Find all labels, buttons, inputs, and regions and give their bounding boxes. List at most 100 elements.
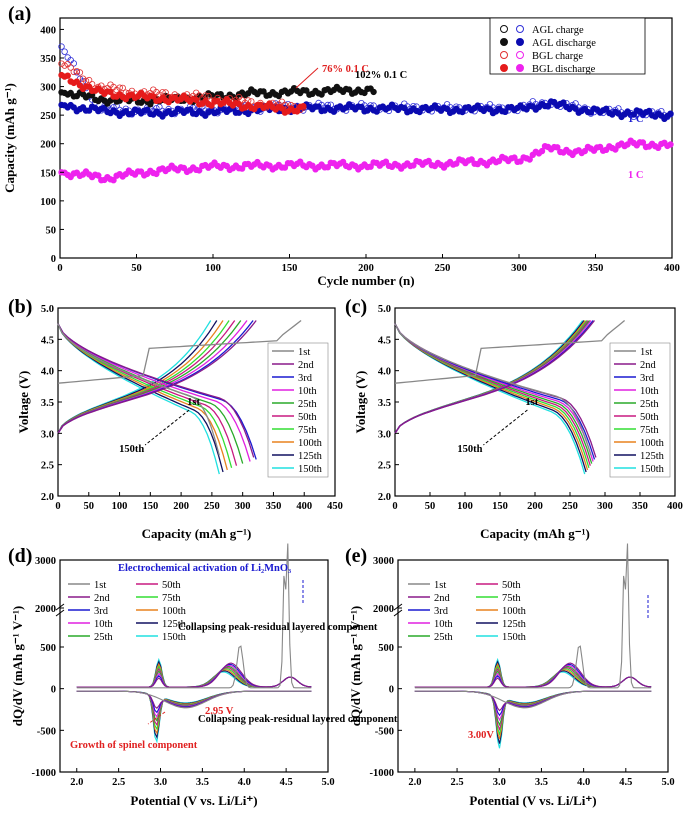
panel-a-point bbox=[186, 106, 194, 113]
panel-a-point bbox=[76, 69, 84, 76]
panel-e-charge-curve-8 bbox=[414, 662, 652, 688]
panel-a-point bbox=[192, 96, 200, 104]
panel-c-xtick-label: 300 bbox=[597, 501, 613, 512]
panel-d-legend-label: 3rd bbox=[94, 606, 109, 617]
panel-a-point bbox=[235, 100, 243, 108]
panel-a-point bbox=[101, 104, 108, 111]
panel-e-legend-label: 75th bbox=[502, 593, 521, 604]
panel-c-charge-curve-2 bbox=[394, 320, 596, 434]
panel-e-charge-curve-6 bbox=[414, 667, 652, 688]
panel-c-legend-label: 125th bbox=[640, 451, 665, 462]
panel-c-xlabel: Capacity (mAh g⁻¹) bbox=[480, 526, 590, 541]
panel-b-xtick-label: 300 bbox=[235, 501, 251, 512]
panel-a-point bbox=[67, 64, 74, 71]
panel-b-ylabel: Voltage (V) bbox=[16, 371, 31, 434]
panel-a-legend-marker bbox=[500, 64, 508, 72]
panel-e-ytick-label: -500 bbox=[375, 726, 394, 737]
panel-a-legend-label: AGL discharge bbox=[532, 38, 596, 49]
panel-d-ytick-label: 0 bbox=[51, 685, 56, 696]
panel-c-ytick-label: 2.0 bbox=[378, 492, 391, 503]
panel-a-annotation: 1 C bbox=[628, 170, 643, 181]
panel-b-annotation: 150th bbox=[119, 444, 144, 455]
panel-e-discharge-curve-7 bbox=[414, 690, 652, 737]
panel-e-ytick-label: -1000 bbox=[370, 768, 395, 779]
panel-c-xtick-label: 400 bbox=[667, 501, 683, 512]
panel-b-xtick-label: 0 bbox=[55, 501, 60, 512]
panel-c-ytick-label: 3.0 bbox=[378, 429, 391, 440]
panel-b-discharge-curve-2 bbox=[57, 323, 255, 458]
panel-e-axis-break bbox=[393, 603, 403, 611]
panel-c-discharge-curve-9 bbox=[394, 323, 587, 473]
panel-a-point bbox=[639, 139, 647, 146]
panel-e-discharge-curve-1 bbox=[414, 690, 652, 709]
panel-a-point bbox=[511, 154, 518, 161]
panel-a-point bbox=[116, 84, 123, 91]
panel-e-legend-label: 3rd bbox=[434, 606, 449, 617]
panel-a-point bbox=[410, 162, 417, 169]
panel-b-legend-label: 10th bbox=[298, 386, 317, 397]
panel-a-annotation: 1 C bbox=[628, 114, 643, 125]
panel-e-legend-label: 150th bbox=[502, 632, 527, 643]
panel-b-legend-label: 75th bbox=[298, 425, 317, 436]
panel-a-point bbox=[119, 84, 126, 92]
panel-a-legend-box bbox=[489, 17, 646, 75]
panel-e-charge-curve-3 bbox=[414, 663, 652, 688]
panel-d-charge-curve-2 bbox=[76, 662, 312, 688]
panel-a-label: (a) bbox=[8, 3, 31, 25]
panel-d-legend-label: 150th bbox=[162, 632, 187, 643]
panel-c-legend-label: 25th bbox=[640, 399, 659, 410]
panel-d-discharge-curve-8 bbox=[76, 690, 312, 735]
panel-a-legend-marker bbox=[500, 38, 508, 46]
panel-b-discharge-curve-8 bbox=[57, 323, 228, 471]
panel-d-label: (d) bbox=[8, 545, 32, 567]
panel-d-xtick-label: 4.0 bbox=[238, 777, 251, 788]
panel-e-discharge-curve-9 bbox=[414, 690, 652, 744]
panel-c-charge-curve-1 bbox=[394, 319, 626, 384]
panel-d-legend-label: 1st bbox=[94, 580, 106, 591]
panel-e-xtick-label: 3.0 bbox=[493, 777, 506, 788]
panel-c-annotation: 150th bbox=[457, 444, 482, 455]
panel-a-legend-marker bbox=[516, 51, 524, 59]
panel-e-legend-label: 100th bbox=[502, 606, 527, 617]
panel-e-annotation: 3.00V bbox=[468, 730, 494, 741]
panel-c-legend-label: 3rd bbox=[640, 373, 655, 384]
panel-b-discharge-curve-1 bbox=[57, 323, 220, 456]
panel-d-charge-curve-3 bbox=[76, 663, 312, 688]
panel-e-label: (e) bbox=[345, 545, 367, 567]
panel-e-xtick-label: 2.0 bbox=[408, 777, 421, 788]
panel-b-annotation: 1st bbox=[187, 397, 200, 408]
panel-c-ylabel: Voltage (V) bbox=[353, 371, 368, 434]
panel-b-ytick-label: 2.0 bbox=[41, 492, 54, 503]
panel-c-xtick-label: 0 bbox=[392, 501, 397, 512]
panel-b-xtick-label: 200 bbox=[173, 501, 189, 512]
panel-b-legend-label: 150th bbox=[298, 464, 323, 475]
panel-e-ytick-label: 500 bbox=[378, 643, 394, 654]
panel-c-xtick-label: 350 bbox=[632, 501, 648, 512]
panel-b-legend-label: 125th bbox=[298, 451, 323, 462]
panel-a-point bbox=[58, 60, 65, 67]
panel-a-point bbox=[645, 107, 653, 115]
panel-c-xtick-label: 200 bbox=[527, 501, 543, 512]
panel-e-legend-label: 25th bbox=[434, 632, 453, 643]
panel-d-ytick-label: 3000 bbox=[35, 556, 56, 567]
panel-e-charge-curve-9 bbox=[414, 660, 652, 688]
panel-a-legend-label: BGL discharge bbox=[532, 64, 596, 75]
panel-a-xtick-label: 50 bbox=[131, 263, 142, 274]
panel-d-annotation: Collapsing peak-residual layered compone… bbox=[198, 714, 398, 725]
panel-e-legend-label: 50th bbox=[502, 580, 521, 591]
panel-b-charge-curve-2 bbox=[57, 320, 257, 434]
panel-a-annotation: 76% 0.1 C bbox=[322, 64, 369, 75]
panel-e-legend-label: 1st bbox=[434, 580, 446, 591]
panel-d-xtick-label: 4.5 bbox=[280, 777, 293, 788]
panel-d-frame bbox=[59, 559, 329, 773]
panel-d-annotation: Electrochemical activation of Li₂MnO₃ bbox=[118, 563, 291, 574]
panel-a-point bbox=[538, 147, 546, 155]
panel-a-point bbox=[70, 60, 77, 67]
panel-a-point bbox=[205, 92, 212, 100]
panel-b-legend-label: 50th bbox=[298, 412, 317, 423]
panel-e-legend-label: 125th bbox=[502, 619, 527, 630]
panel-c-legend-label: 150th bbox=[640, 464, 665, 475]
panel-d-ytick-label: -1000 bbox=[32, 768, 57, 779]
panel-d-ytick-label: 2000 bbox=[35, 604, 56, 615]
panel-d-xtick-label: 5.0 bbox=[321, 777, 334, 788]
